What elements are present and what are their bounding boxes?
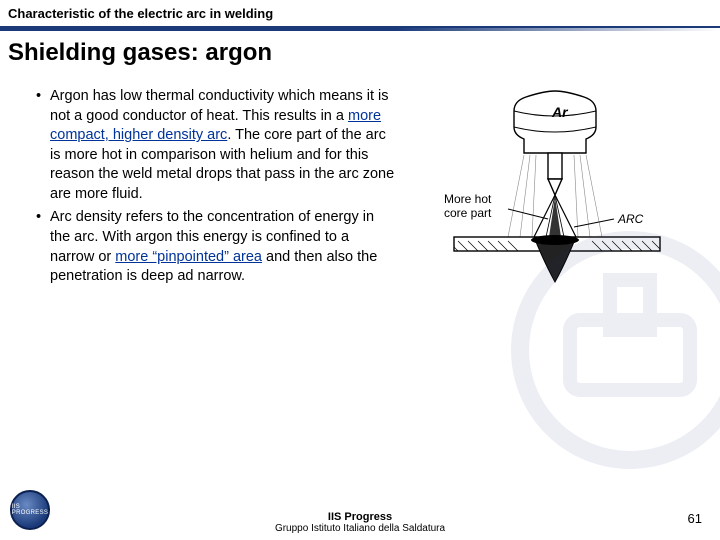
divider-line [0,28,720,31]
bullet-list: Argon has low thermal conductivity which… [36,87,396,307]
page-title: Shielding gases: argon [0,33,720,77]
footer-line1: IIS Progress [0,511,720,523]
bullet-item: Argon has low thermal conductivity which… [36,87,396,204]
bullet-item: Arc density refers to the concentration … [36,208,396,286]
bullet-highlight: more “pinpointed” area [115,249,262,265]
header-band: Characteristic of the electric arc in we… [0,0,720,28]
footer: IIS Progress Gruppo Istituto Italiano de… [0,511,720,534]
arc-diagram: Ar [396,87,696,307]
footer-line2: Gruppo Istituto Italiano della Saldatura [0,523,720,534]
arc-label: ARC [617,212,644,226]
core-label-1: More hot [444,192,492,206]
diagram-svg: Ar [396,87,686,307]
bullet-text: Argon has low thermal conductivity which… [50,88,388,124]
content-area: Argon has low thermal conductivity which… [0,77,720,307]
header-topic: Characteristic of the electric arc in we… [8,6,273,21]
core-label-2: core part [444,206,492,220]
slide-number: 61 [688,511,702,526]
gas-label: Ar [551,104,569,120]
